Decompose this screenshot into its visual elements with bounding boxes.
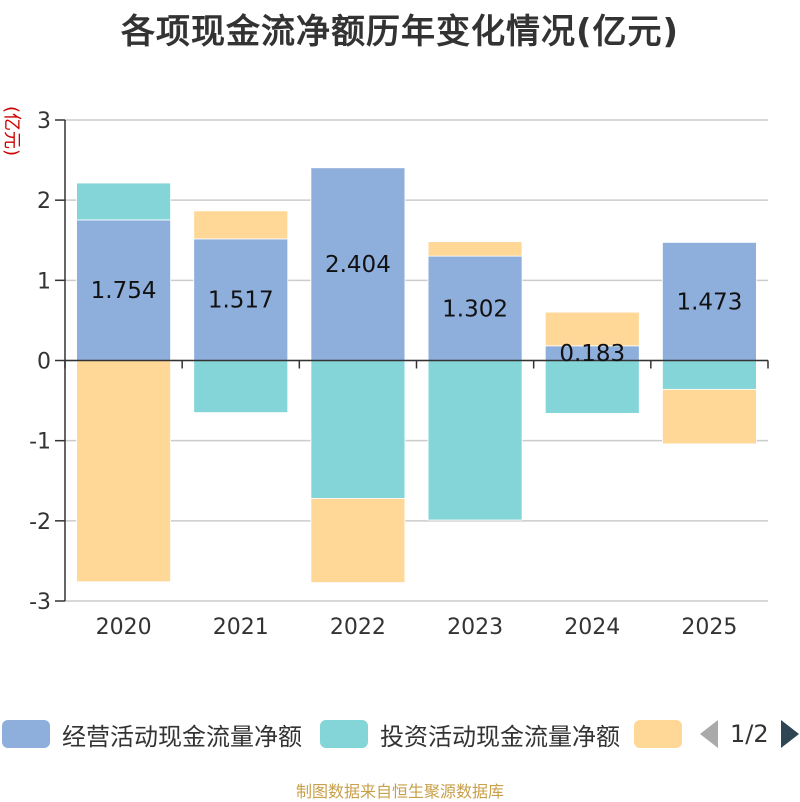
- bar-series-0[interactable]: [193, 238, 289, 361]
- bar-series-1[interactable]: [76, 182, 171, 221]
- x-tick-label: 2020: [96, 615, 152, 640]
- legend-prev-page-icon[interactable]: [700, 720, 718, 748]
- data-label: 1.302: [442, 296, 508, 322]
- bar-series-0[interactable]: [310, 167, 406, 361]
- x-tick-label: 2021: [213, 615, 269, 640]
- bar-series-1[interactable]: [310, 360, 406, 499]
- axes: 3 2 1 0 -1 -2 -3 2020 2021 2022 2023 2024 2025: [29, 109, 769, 640]
- legend-page-indicator: 1/2: [730, 720, 769, 748]
- bar-series-2[interactable]: [310, 497, 406, 583]
- bar-series-0[interactable]: [662, 242, 757, 361]
- legend-label-investing: 投资活动现金流量净额: [380, 722, 620, 751]
- data-label: 1.473: [676, 289, 742, 315]
- data-label: 1.517: [208, 288, 274, 314]
- data-labels: 1.754 1.517 2.404 1.302 0.183 1.473: [91, 252, 743, 367]
- legend-pager: 1/2: [700, 716, 799, 752]
- y-tick-label: 1: [37, 269, 51, 294]
- bar-series-2[interactable]: [662, 388, 757, 445]
- y-tick-label: 0: [37, 350, 51, 375]
- x-tick-label: 2025: [681, 615, 737, 640]
- y-tick-label: 2: [37, 189, 51, 214]
- legend-label-operating: 经营活动现金流量净额: [62, 722, 302, 751]
- legend-item-investing[interactable]: 投资活动现金流量净额: [320, 716, 620, 752]
- bar-series-2[interactable]: [427, 241, 523, 257]
- bar-series-1[interactable]: [662, 360, 757, 390]
- x-tick-label: 2024: [564, 615, 620, 640]
- data-label: 2.404: [325, 252, 391, 278]
- legend-item-financing[interactable]: [634, 716, 694, 752]
- legend-item-operating[interactable]: 经营活动现金流量净额: [2, 716, 302, 752]
- stacked-bar-chart: 3 2 1 0 -1 -2 -3 2020 2021 2022 2023 2024 2025 1.754…: [29, 109, 769, 640]
- bar-series-1[interactable]: [193, 360, 289, 414]
- bar-series-2[interactable]: [544, 311, 640, 347]
- y-tick-label: -1: [29, 430, 51, 455]
- bar-series-1[interactable]: [427, 360, 523, 521]
- data-source-note: 制图数据来自恒生聚源数据库: [295, 782, 504, 801]
- legend-swatch-operating: [2, 720, 50, 748]
- bar-series-0[interactable]: [427, 255, 523, 361]
- bars: [76, 167, 757, 583]
- bar-series-2[interactable]: [193, 210, 289, 240]
- y-tick-label: -2: [29, 510, 51, 535]
- x-tick-label: 2023: [447, 615, 503, 640]
- y-tick-label: 3: [37, 109, 51, 134]
- y-tick-label: -3: [29, 590, 51, 615]
- legend: 经营活动现金流量净额 投资活动现金流量净额: [0, 716, 800, 752]
- x-tick-label: 2022: [330, 615, 386, 640]
- legend-swatch-investing: [320, 720, 368, 748]
- bar-series-1[interactable]: [544, 360, 640, 414]
- data-label: 0.183: [559, 341, 625, 367]
- chart-title: 各项现金流净额历年变化情况(亿元): [120, 12, 680, 52]
- legend-next-page-icon[interactable]: [780, 720, 799, 748]
- bar-series-2[interactable]: [76, 360, 171, 583]
- legend-swatch-financing: [634, 720, 682, 748]
- data-label: 1.754: [91, 278, 157, 304]
